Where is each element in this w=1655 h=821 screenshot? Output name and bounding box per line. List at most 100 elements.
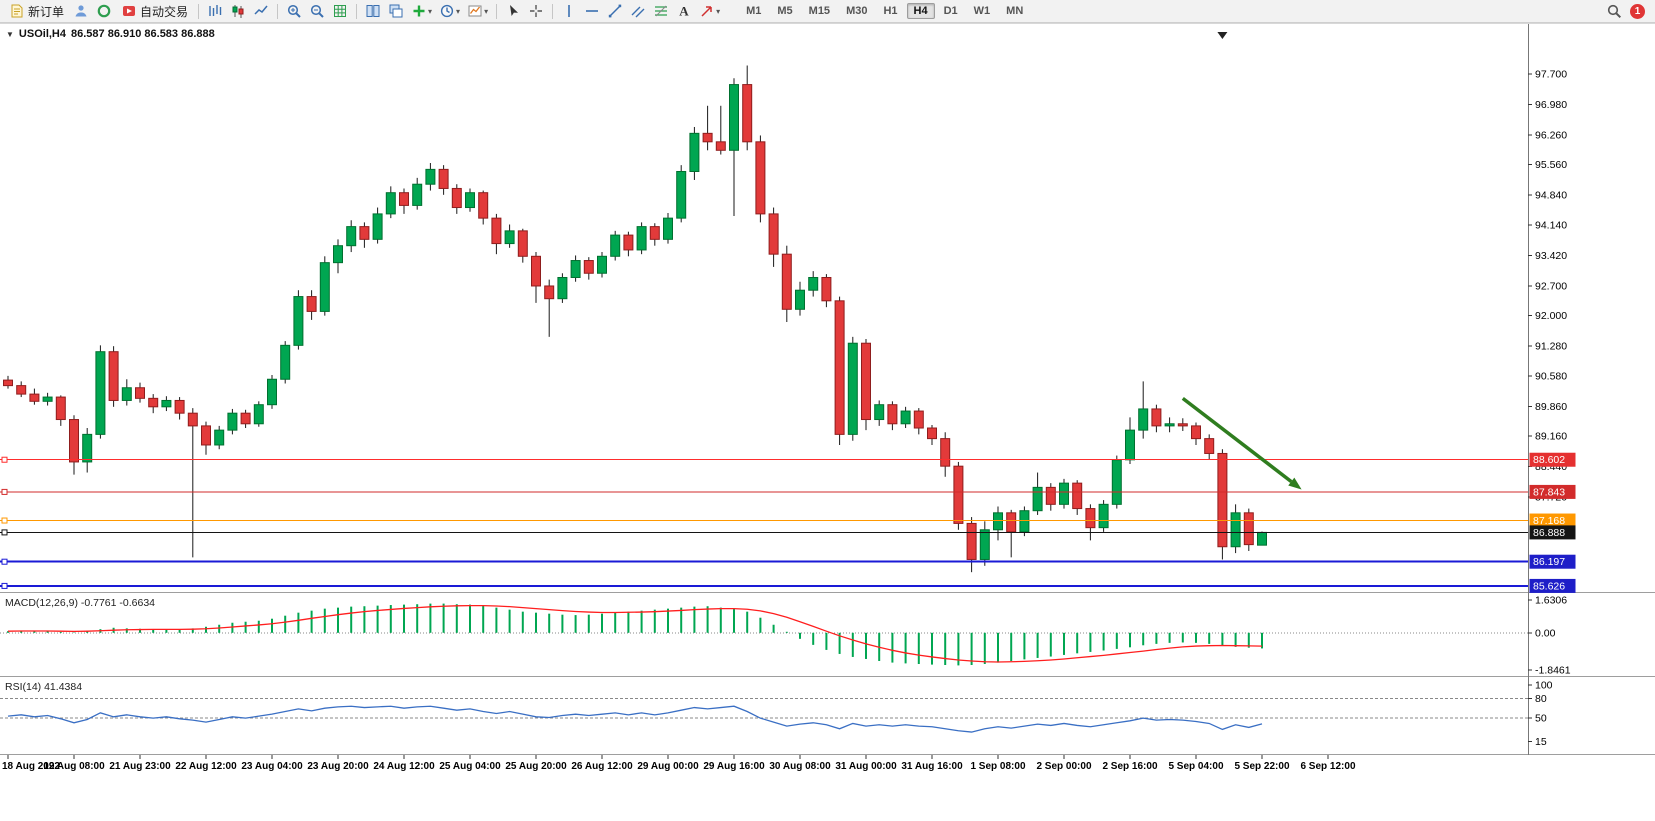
dropdown-caret-icon[interactable]: ▾ [428, 6, 433, 16]
timeframe-button-h4[interactable]: H4 [906, 3, 935, 19]
add-indicator-icon[interactable]: ▾ [408, 1, 435, 21]
bull-candle [874, 404, 885, 421]
bear-candle [29, 393, 40, 402]
accounts-icon[interactable] [70, 1, 92, 21]
time-tick-label: 5 Sep 04:00 [1168, 761, 1223, 772]
bull-candle [795, 289, 805, 310]
notifications-badge[interactable]: 1 [1630, 3, 1645, 19]
tile-windows-icon[interactable] [362, 1, 384, 21]
chart-collapse-icon[interactable]: ▼ [6, 29, 14, 39]
svg-text:A: A [679, 4, 689, 19]
bear-candle [1204, 438, 1215, 454]
candlestick-chart-icon[interactable] [227, 1, 249, 21]
bull-candle [465, 192, 475, 209]
grid-icon[interactable] [329, 1, 351, 21]
bear-candle [1072, 482, 1083, 510]
zoom-out-icon[interactable] [306, 1, 328, 21]
dropdown-caret-icon[interactable]: ▾ [484, 6, 489, 16]
templates-icon[interactable]: ▾ [464, 1, 491, 21]
price-tag-label: 86.197 [1533, 556, 1565, 568]
bull-candle [993, 512, 1003, 531]
dropdown-caret-icon[interactable]: ▾ [456, 6, 461, 16]
price-tag [1529, 452, 1576, 467]
chart-plot-area[interactable] [0, 32, 1528, 592]
cursor-icon[interactable] [502, 1, 524, 21]
crosshair-icon[interactable] [525, 1, 547, 21]
time-tick-label: 31 Aug 00:00 [835, 761, 897, 772]
text-label-icon: A [676, 3, 692, 19]
text-label-icon[interactable]: A [673, 1, 695, 21]
chart-ohlc-values: 86.587 86.910 86.583 86.888 [71, 28, 215, 40]
bull-candle [372, 213, 383, 240]
search-icon [1606, 3, 1622, 19]
vertical-line-icon[interactable] [558, 1, 580, 21]
bear-candle [16, 385, 27, 395]
bull-candle [1059, 482, 1069, 505]
trend-arrow-annotation[interactable] [1181, 396, 1302, 490]
time-tick-label: 26 Aug 12:00 [571, 761, 633, 772]
timeframe-button-m15[interactable]: M15 [802, 3, 837, 19]
time-axis-scale[interactable] [0, 755, 1655, 779]
price-tag-label: 85.626 [1533, 580, 1565, 592]
bull-candle [1032, 486, 1043, 512]
top-toolbar: 新订单 自动交易 ▾ ▾ ▾ A ▾ M1 M5 M15 M30 H1 H4 D1 W1 MN 1 [0, 0, 1655, 23]
bull-candle [557, 276, 568, 300]
bear-candle [623, 234, 634, 251]
bull-candle [676, 170, 687, 219]
trendline-icon[interactable] [604, 1, 626, 21]
time-tick-label: 19 Aug 08:00 [43, 761, 105, 772]
line-handle[interactable] [1, 582, 8, 589]
line-handle[interactable] [1, 488, 8, 495]
timeframe-button-d1[interactable]: D1 [937, 3, 965, 19]
timeframe-button-h1[interactable]: H1 [876, 3, 904, 19]
rsi-scale-label: 50 [1535, 713, 1547, 725]
bull-candle [1138, 408, 1149, 431]
bull-candle [570, 260, 581, 278]
bear-candle [1151, 408, 1162, 427]
timeframe-button-m30[interactable]: M30 [839, 3, 874, 19]
chart-shift-marker[interactable] [1217, 32, 1228, 39]
bear-candle [306, 296, 317, 312]
fibonacci-icon[interactable] [650, 1, 672, 21]
price-tick-label: 96.980 [1535, 99, 1567, 111]
line-handle[interactable] [1, 456, 8, 463]
bar-chart-icon[interactable] [204, 1, 226, 21]
dropdown-caret-icon[interactable]: ▾ [716, 6, 721, 16]
bar-chart-icon [207, 3, 223, 19]
market-watch-icon[interactable] [93, 1, 115, 21]
auto-trading-button[interactable]: 自动交易 [116, 1, 193, 22]
cascade-windows-icon[interactable] [385, 1, 407, 21]
line-handle[interactable] [1, 558, 8, 565]
channel-icon[interactable] [627, 1, 649, 21]
time-tick-label: 31 Aug 16:00 [901, 761, 963, 772]
timeframe-button-w1[interactable]: W1 [967, 3, 998, 19]
price-axis[interactable] [1529, 24, 1655, 755]
toolbar-separator [552, 3, 554, 19]
horizontal-line-icon[interactable] [581, 1, 603, 21]
periods-icon[interactable]: ▾ [436, 1, 463, 21]
search-icon[interactable] [1603, 1, 1625, 21]
timeframe-button-mn[interactable]: MN [999, 3, 1030, 19]
timeframe-button-m1[interactable]: M1 [739, 3, 768, 19]
bull-candle [333, 245, 343, 264]
price-tick-label: 89.160 [1535, 431, 1567, 443]
price-tag [1529, 513, 1576, 528]
bear-candle [1006, 512, 1017, 533]
time-tick-label: 1 Sep 08:00 [970, 761, 1025, 772]
line-chart-icon[interactable] [250, 1, 272, 21]
time-tick-label: 23 Aug 20:00 [307, 761, 369, 772]
line-handle[interactable] [1, 517, 8, 524]
chart-title: ▼ USOil,H4 86.587 86.910 86.583 86.888 [6, 28, 215, 40]
timeframe-button-m5[interactable]: M5 [770, 3, 799, 19]
zoom-in-icon[interactable] [283, 1, 305, 21]
bull-candle [293, 296, 304, 346]
line-handle[interactable] [1, 529, 8, 536]
grid-icon [332, 3, 348, 19]
price-tag-label: 87.168 [1533, 515, 1565, 527]
arrows-tool-icon[interactable]: ▾ [696, 1, 723, 21]
new-order-button[interactable]: 新订单 [4, 1, 69, 22]
time-tick-label: 25 Aug 04:00 [439, 761, 501, 772]
candlestick-series [3, 65, 1267, 573]
rsi-panel: 10080 50 15 RSI(14) 41.4384 [0, 680, 1553, 748]
macd-scale-label: -1.8461 [1535, 664, 1571, 676]
